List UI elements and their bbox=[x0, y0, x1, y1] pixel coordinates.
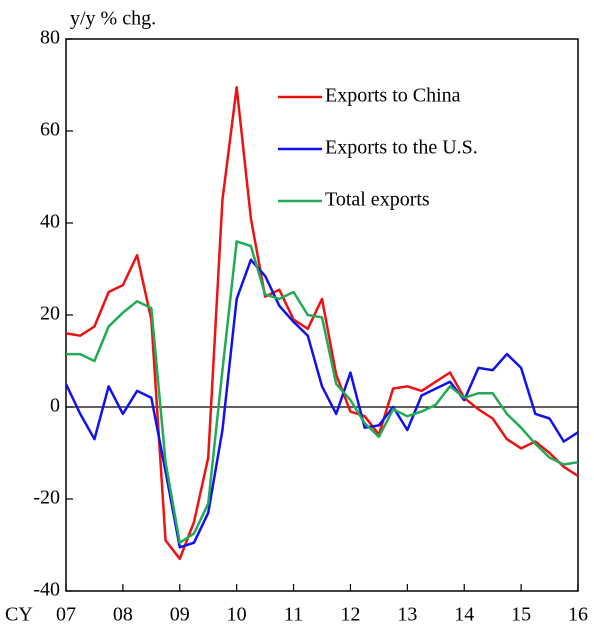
y-tick-label: 0 bbox=[50, 395, 60, 417]
x-tick-label: 14 bbox=[454, 604, 474, 626]
y-tick-label: -20 bbox=[33, 487, 60, 509]
y-axis-label: y/y % chg. bbox=[70, 8, 156, 30]
x-tick-label: 10 bbox=[227, 604, 247, 626]
x-tick-label: 11 bbox=[284, 604, 303, 626]
x-tick-label: 07 bbox=[56, 604, 76, 626]
y-tick-label: 40 bbox=[40, 211, 60, 233]
y-tick-label: 80 bbox=[40, 27, 60, 49]
x-tick-label: 09 bbox=[170, 604, 190, 626]
y-tick-label: -40 bbox=[33, 579, 60, 601]
x-axis-label: CY bbox=[5, 604, 33, 626]
y-tick-label: 60 bbox=[40, 119, 60, 141]
x-tick-label: 13 bbox=[397, 604, 417, 626]
x-tick-label: 08 bbox=[113, 604, 133, 626]
series-line bbox=[66, 240, 579, 544]
series-line bbox=[64, 258, 579, 549]
legend-label: Total exports bbox=[325, 189, 430, 211]
plot-frame bbox=[65, 38, 579, 592]
legend-label: Exports to China bbox=[325, 85, 461, 107]
y-tick-label: 20 bbox=[40, 303, 60, 325]
x-tick-label: 16 bbox=[568, 604, 588, 626]
x-tick-label: 15 bbox=[511, 604, 531, 626]
x-tick-label: 12 bbox=[340, 604, 360, 626]
legend-label: Exports to the U.S. bbox=[325, 137, 478, 159]
